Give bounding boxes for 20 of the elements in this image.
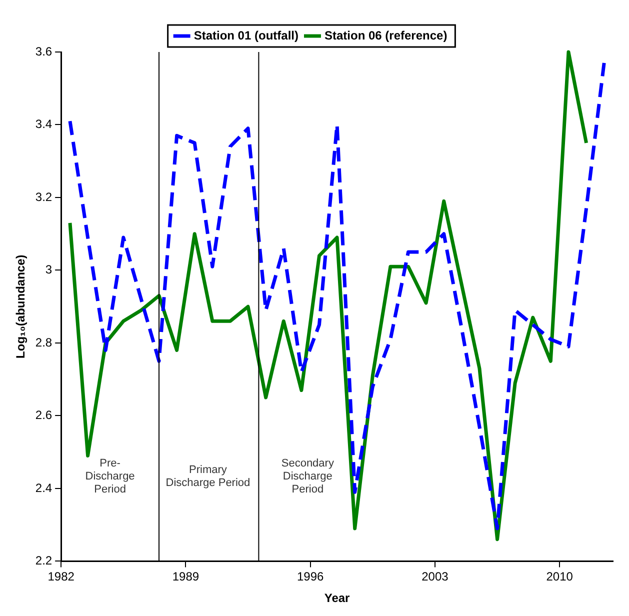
- y-tick-label: 2.8: [35, 335, 52, 350]
- y-tick-label: 3.6: [35, 44, 52, 58]
- annotation: Secondary Discharge Period: [281, 458, 334, 496]
- x-tick-label: 2010: [546, 570, 574, 584]
- legend-label: Station 01 (outfall): [194, 28, 298, 42]
- y-tick-label: 3.4: [35, 117, 52, 132]
- x-tick-label: 1996: [296, 570, 324, 584]
- annotation: Pre- Discharge Period: [85, 458, 135, 496]
- y-tick-label: 3: [45, 262, 52, 277]
- y-axis-title: Log₁₀(abundance): [14, 254, 28, 358]
- x-tick-label: 1982: [48, 570, 75, 584]
- x-axis-title: Year: [324, 591, 350, 606]
- y-tick-label: 2.4: [35, 480, 52, 495]
- x-tick-label: 2003: [422, 570, 449, 584]
- y-tick-label: 2.2: [35, 554, 52, 568]
- x-tick-label: 1989: [172, 570, 200, 584]
- y-tick-label: 2.6: [35, 408, 52, 422]
- annotation: Primary Discharge Period: [166, 464, 250, 490]
- legend-label: Station 06 (reference): [324, 28, 448, 42]
- y-tick-label: 3.2: [35, 190, 52, 204]
